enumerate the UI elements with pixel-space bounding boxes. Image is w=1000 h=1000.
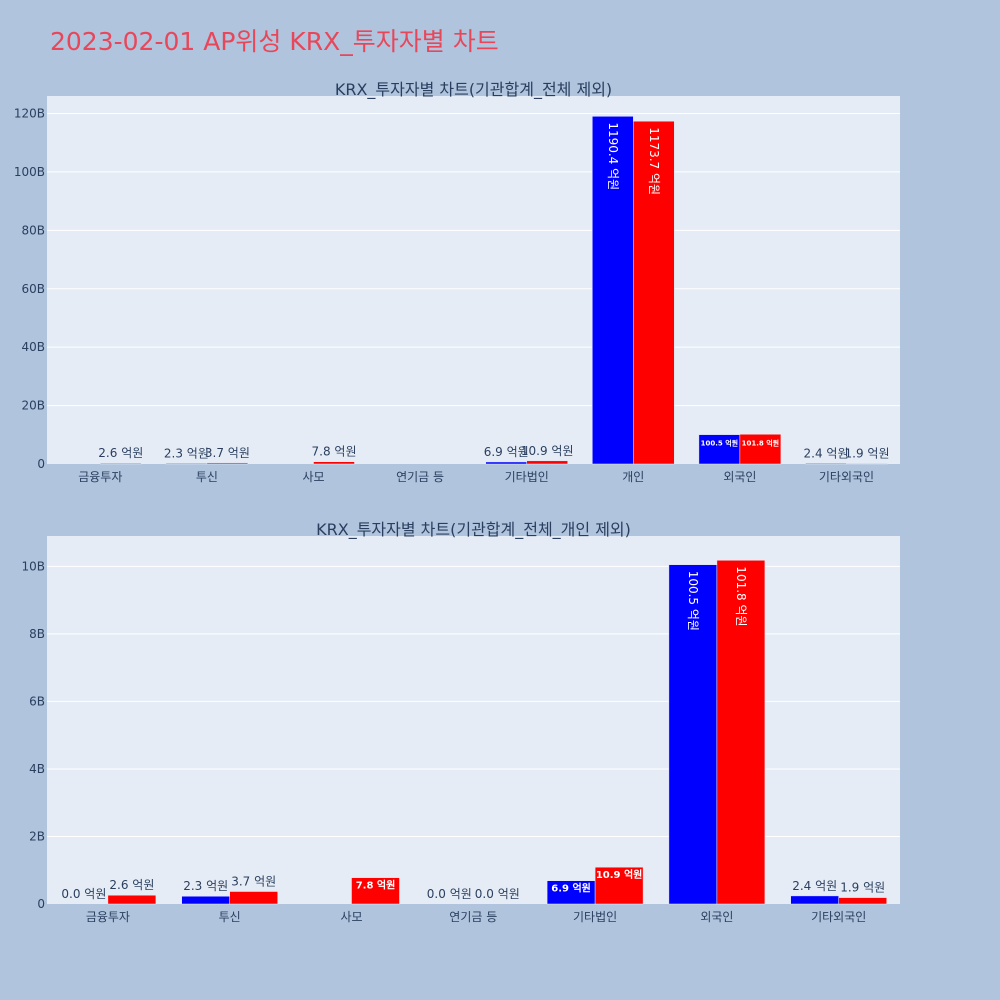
bar bbox=[838, 897, 887, 905]
x-tick-label: 투신 bbox=[219, 910, 241, 924]
bar bbox=[181, 895, 230, 905]
data-label: 2.6 억원 bbox=[98, 446, 143, 460]
y-tick-label: 0 bbox=[37, 457, 45, 471]
data-label: 3.7 억원 bbox=[231, 875, 276, 889]
x-tick-label: 기타법인 bbox=[505, 470, 549, 484]
bar bbox=[668, 564, 718, 905]
y-tick-label: 0 bbox=[37, 897, 45, 911]
chart-panel-2: 0 2B 4B 6B 8B 10B KRX_투자자별 차트(기관합계_전체_개인 제외) 금융… bbox=[21, 520, 900, 924]
bar bbox=[206, 462, 249, 465]
bar bbox=[351, 877, 400, 905]
y-tick-label: 20B bbox=[21, 399, 45, 413]
data-label: 1173.7 억원 bbox=[647, 127, 661, 195]
y-tick-label: 10B bbox=[21, 559, 45, 573]
data-label: 10.9 억원 bbox=[521, 444, 574, 458]
bar bbox=[594, 866, 644, 905]
x-tick-label: 연기금 등 bbox=[396, 470, 444, 484]
data-label: 0.0 억원 bbox=[427, 887, 472, 901]
x-tick-label: 외국인 bbox=[723, 470, 756, 484]
bar bbox=[526, 460, 568, 465]
chart-panel-1: 0 20B 40B 60B 80B 100B 120B KRX_투자자별 차트(기관합계_전체… bbox=[14, 80, 900, 484]
y-tick-label: 40B bbox=[21, 340, 45, 354]
x-tick-label: 금융투자 bbox=[86, 910, 130, 924]
data-label: 101.8 억원 bbox=[734, 566, 748, 626]
data-label: 2.6 억원 bbox=[109, 878, 154, 892]
bar bbox=[739, 434, 782, 465]
x-tick-label: 외국인 bbox=[700, 910, 733, 924]
plot-area bbox=[47, 96, 900, 464]
data-label: 3.7 억원 bbox=[205, 446, 250, 460]
data-label: 6.9 억원 bbox=[484, 445, 529, 459]
data-label: 101.8 억원 bbox=[742, 438, 779, 447]
data-label: 1190.4 억원 bbox=[606, 122, 620, 190]
page-title: 2023-02-01 AP위성 KRX_투자자별 차트 bbox=[50, 27, 499, 56]
data-label: 2.4 억원 bbox=[792, 879, 837, 893]
data-label: 100.5 억원 bbox=[686, 571, 700, 631]
y-tick-label: 8B bbox=[29, 627, 45, 641]
y-tick-label: 2B bbox=[29, 829, 45, 843]
bar bbox=[716, 560, 766, 905]
plot-area bbox=[47, 536, 900, 904]
data-label: 2.3 억원 bbox=[164, 446, 209, 460]
bar bbox=[100, 462, 142, 465]
bar bbox=[592, 116, 634, 465]
chart-subtitle: KRX_투자자별 차트(기관합계_전체 제외) bbox=[335, 80, 612, 100]
x-tick-label: 연기금 등 bbox=[449, 910, 497, 924]
data-label: 6.9 억원 bbox=[551, 882, 591, 895]
x-tick-label: 기타외국인 bbox=[819, 470, 874, 484]
bar bbox=[229, 891, 278, 905]
data-label: 2.3 억원 bbox=[183, 879, 228, 893]
y-tick-label: 4B bbox=[29, 762, 45, 776]
x-tick-label: 개인 bbox=[622, 470, 644, 484]
bar bbox=[790, 895, 839, 905]
bar bbox=[313, 461, 355, 465]
bar bbox=[485, 461, 527, 465]
y-tick-label: 60B bbox=[21, 282, 45, 296]
x-tick-label: 금융투자 bbox=[78, 470, 122, 484]
data-label: 1.9 억원 bbox=[840, 881, 885, 895]
data-label: 7.8 억원 bbox=[312, 445, 357, 459]
bar bbox=[846, 463, 888, 465]
bar bbox=[633, 120, 675, 465]
x-tick-label: 기타법인 bbox=[573, 910, 617, 924]
x-tick-label: 투신 bbox=[196, 470, 218, 484]
data-label: 10.9 억원 bbox=[596, 868, 643, 881]
y-tick-label: 6B bbox=[29, 694, 45, 708]
bar bbox=[107, 894, 157, 905]
data-label: 1.9 억원 bbox=[845, 446, 890, 460]
data-label: 0.0 억원 bbox=[61, 887, 106, 901]
y-tick-label: 120B bbox=[14, 107, 45, 121]
bar bbox=[805, 463, 847, 465]
y-tick-label: 80B bbox=[21, 223, 45, 237]
data-label: 2.4 억원 bbox=[804, 446, 849, 460]
bar bbox=[165, 463, 208, 465]
x-tick-label: 사모 bbox=[302, 470, 324, 484]
data-label: 100.5 억원 bbox=[701, 439, 738, 448]
data-label: 0.0 억원 bbox=[475, 887, 520, 901]
data-label: 7.8 억원 bbox=[356, 879, 396, 892]
x-tick-label: 사모 bbox=[340, 910, 362, 924]
chart-subtitle: KRX_투자자별 차트(기관합계_전체_개인 제외) bbox=[316, 520, 631, 540]
x-tick-label: 기타외국인 bbox=[811, 910, 866, 924]
y-tick-label: 100B bbox=[14, 165, 45, 179]
